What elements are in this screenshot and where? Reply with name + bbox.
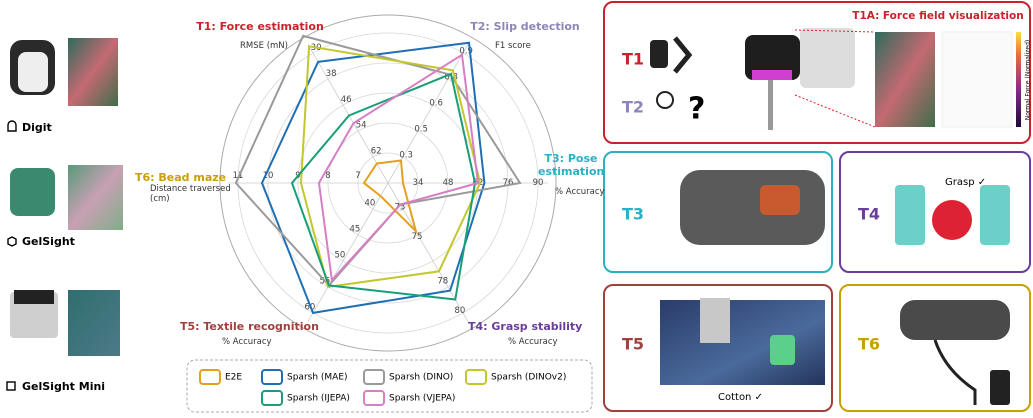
- series-polygon: [362, 159, 418, 235]
- panel-label: T4: [858, 205, 880, 224]
- tick-label: 34: [413, 178, 424, 188]
- legend-swatch: [363, 390, 385, 406]
- legend-swatch: [199, 369, 221, 385]
- panel-label: T5: [622, 335, 644, 354]
- tick-label: 50: [334, 251, 345, 261]
- tick-label: 45: [349, 225, 360, 235]
- tick-label: 46: [341, 95, 352, 105]
- series-polygon: [260, 41, 486, 315]
- tick-label: 40: [364, 199, 375, 209]
- sensor-label: GelSight: [22, 235, 75, 248]
- axis-line: [307, 182, 389, 322]
- sensor-images: [6, 38, 123, 391]
- sensor-label: Digit: [22, 121, 52, 134]
- tick-label: 75: [412, 232, 423, 242]
- tick-label: 76: [503, 178, 514, 188]
- task-panels: [603, 1, 1031, 412]
- tick-label: 11: [233, 171, 244, 181]
- tick-label: 48: [443, 178, 454, 188]
- tick-label: 62: [371, 147, 382, 157]
- tick-label: 0.3: [399, 150, 413, 160]
- tick-label: 0.9: [459, 46, 473, 56]
- axis-title: T2: Slip detection: [470, 20, 580, 33]
- tick-label: 8: [325, 171, 330, 181]
- panel-illustrations: ?: [650, 28, 1021, 405]
- legend-label: Sparsh (VJEPA): [389, 394, 455, 404]
- colorbar-label: Normal Force (Normalized): [1025, 40, 1032, 120]
- tick-label: 73: [394, 202, 405, 212]
- panel-label: T3: [622, 205, 644, 224]
- tick-label: 10: [263, 171, 274, 181]
- sensor-label: GelSight Mini: [22, 380, 105, 393]
- axis-title: T6: Bead maze: [135, 171, 227, 184]
- axis-subtitle: RMSE (mN): [240, 41, 288, 51]
- axis-subtitle: % Accuracy: [555, 187, 605, 197]
- legend-label: Sparsh (DINO): [389, 373, 453, 383]
- legend-label: Sparsh (IJEPA): [287, 394, 350, 404]
- panel-label: T2: [622, 98, 644, 117]
- series-polygon: [290, 72, 477, 301]
- legend-label: Sparsh (MAE): [287, 373, 348, 383]
- panel-note: Cotton ✓: [718, 392, 763, 403]
- tick-label: 80: [454, 306, 465, 316]
- tick-label: 54: [356, 121, 367, 131]
- panel-title: T1A: Force field visualization: [852, 10, 1023, 22]
- panel-note: Grasp ✓: [945, 177, 986, 188]
- axis-title: T1: Force estimation: [196, 20, 324, 33]
- series-polygon: [299, 45, 482, 289]
- tick-label: 78: [437, 277, 448, 287]
- tick-label: 0.6: [429, 98, 443, 108]
- axis-subtitle: Distance traversed (cm): [150, 184, 231, 204]
- tick-label: 0.5: [414, 124, 428, 134]
- legend-swatch: [261, 369, 283, 385]
- legend-box: [186, 359, 593, 413]
- axis-line: [307, 44, 389, 184]
- axis-subtitle: % Accuracy: [222, 337, 272, 347]
- axis-subtitle: F1 score: [495, 41, 531, 51]
- legend-swatch: [261, 390, 283, 406]
- tick-label: 38: [326, 69, 337, 79]
- radar-frame: [219, 14, 557, 352]
- legend-label: E2E: [225, 373, 242, 383]
- tick-label: 7: [355, 171, 360, 181]
- series-polygon: [317, 53, 480, 283]
- axis-title: T3: Pose estimation: [538, 152, 605, 178]
- axis-subtitle: % Accuracy: [508, 337, 558, 347]
- legend-swatch: [465, 369, 487, 385]
- panel-label: T6: [858, 335, 880, 354]
- series-polygon: [234, 34, 522, 287]
- axis-title: T4: Grasp stability: [468, 320, 583, 333]
- svg-text:?: ?: [688, 92, 705, 127]
- tick-label: 90: [533, 178, 544, 188]
- panel-label: T1: [622, 50, 644, 69]
- legend-swatch: [363, 369, 385, 385]
- axis-title: T5: Textile recognition: [180, 320, 319, 333]
- legend-label: Sparsh (DINOv2): [491, 373, 566, 383]
